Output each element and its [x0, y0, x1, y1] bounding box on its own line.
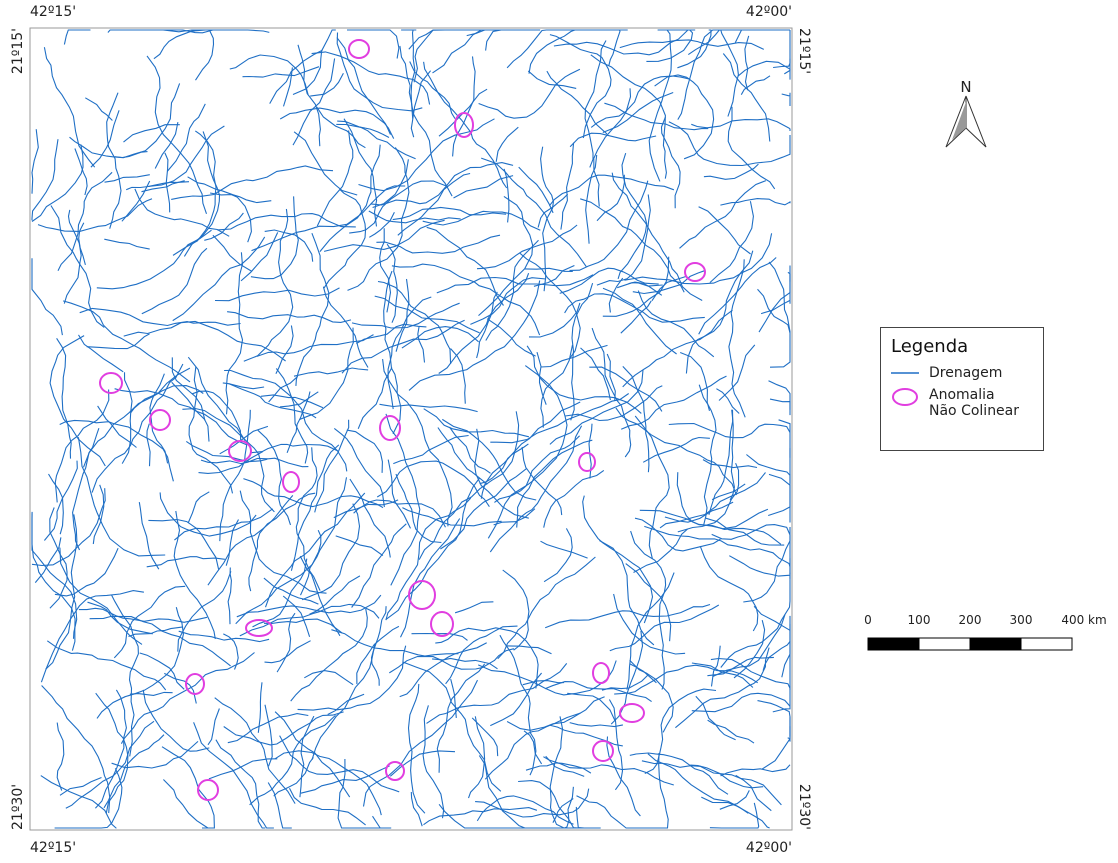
legend-label: Drenagem: [929, 365, 1002, 381]
frame-label: 42º15': [30, 840, 76, 856]
frame-label: 42º15': [30, 4, 76, 20]
legend-line: [891, 365, 919, 381]
scale-segment: [919, 638, 970, 650]
north-label: N: [960, 78, 971, 96]
legend: Legenda Drenagem Anomalia Não Colinear: [880, 327, 1044, 451]
frame-label: 42º00': [746, 4, 792, 20]
scale-label: 100: [908, 613, 931, 627]
arrow-half: [966, 96, 986, 147]
legend-label: Anomalia Não Colinear: [929, 387, 1025, 419]
scale-segment: [970, 638, 1021, 650]
scale-bar: 0 100 200 300 400 km: [864, 613, 1107, 650]
frame-label: 42º00': [746, 840, 792, 856]
scale-label: 200: [959, 613, 982, 627]
scale-segment: [868, 638, 919, 650]
scale-label: 0: [864, 613, 872, 627]
frame-label: 21º15': [796, 28, 812, 74]
page: 42º15' 42º00' 42º15' 42º00' 21º15' 21º30…: [0, 0, 1118, 863]
legend-item: Anomalia Não Colinear: [891, 387, 1033, 419]
scale-label: 300: [1010, 613, 1033, 627]
legend-ellipse: [891, 387, 919, 407]
frame-label: 21º15': [10, 28, 26, 74]
scale-segment: [1021, 638, 1072, 650]
map-frame: [30, 28, 792, 830]
legend-title: Legenda: [891, 336, 1033, 357]
frame-label: 21º30': [10, 784, 26, 830]
scale-label: 400 km: [1061, 613, 1106, 627]
legend-item: Drenagem: [891, 365, 1033, 381]
north-arrow: N: [946, 78, 986, 147]
frame-label: 21º30': [796, 784, 812, 830]
